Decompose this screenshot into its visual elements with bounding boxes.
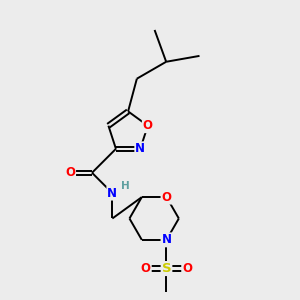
Text: O: O [141, 262, 151, 275]
Text: N: N [135, 142, 145, 155]
Text: O: O [143, 119, 153, 132]
Text: H: H [121, 181, 130, 191]
Text: S: S [162, 262, 171, 275]
Text: O: O [182, 262, 192, 275]
Text: N: N [161, 233, 172, 246]
Text: N: N [107, 187, 117, 200]
Text: O: O [65, 166, 75, 179]
Text: O: O [161, 190, 172, 204]
